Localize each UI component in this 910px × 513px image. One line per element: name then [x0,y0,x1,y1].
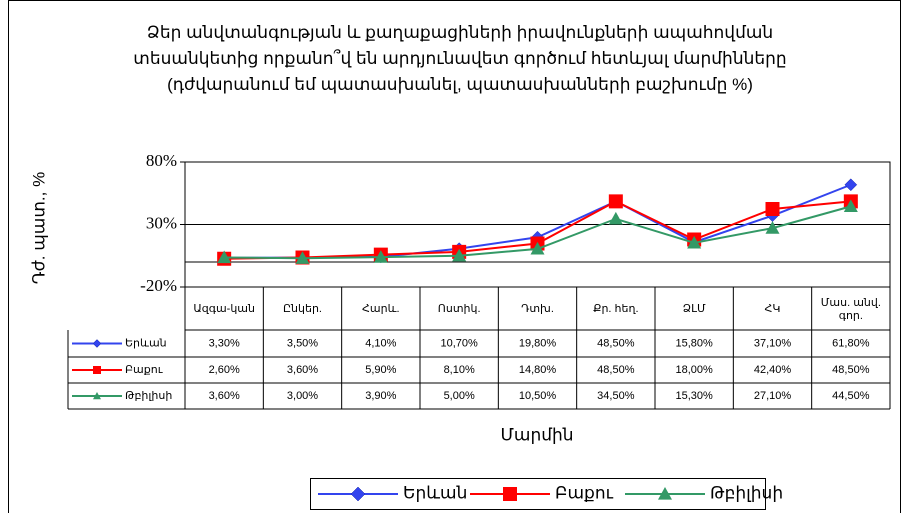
marker [350,486,366,502]
x-tick-label: ՀԿ [764,303,781,315]
x-tick-cell: ՁԼՄ [682,303,706,315]
chart-border [8,0,901,513]
x-tick-label: ՁԼՄ [682,303,706,315]
y-tick-label: 80% [146,151,177,170]
table-value: 8,10% [444,364,475,376]
x-tick-label: Ընկեր. [282,303,322,315]
x-tick-cell: Ոստիկ. [437,303,481,315]
marker [844,178,858,192]
marker [658,487,672,500]
x-tick-cell: Ընկեր. [282,303,322,315]
y-axis-label: Դժ. պատ., % [29,172,48,284]
x-tick-label: Ազգա-կան [193,303,255,315]
table-value: 10,70% [441,337,479,349]
x-tick-cell: Հարև. [362,303,400,315]
table-value: 48,50% [597,364,635,376]
table-value: 14,80% [519,364,557,376]
marker [765,202,780,216]
marker [452,248,467,262]
table-value: 3,60% [209,390,240,402]
legend-label: Բաքու [555,483,614,502]
x-tick-label: Ոստիկ. [437,303,481,315]
table-series-name: Երևան [125,337,167,349]
table-value: 10,50% [519,390,557,402]
table-value: 3,50% [287,337,318,349]
table-value: 3,00% [287,390,318,402]
table-value: 42,40% [754,364,792,376]
table-value: 5,90% [365,364,396,376]
table-value: 3,90% [365,390,396,402]
legend-label: Թբիլիսի [710,483,783,502]
y-tick-label: 30% [146,213,177,232]
x-tick-cell: Ազգա-կան [193,303,255,315]
marker [608,194,623,209]
marker [373,250,388,263]
marker [93,392,101,400]
table-series-name: Բաքու [125,364,163,376]
y-tick-label: -20% [140,276,177,295]
x-tick-label: Քր. հեղ. [593,303,639,315]
x-tick-cell: Դտխ. [521,303,554,315]
marker [295,251,310,264]
table-value: 48,50% [597,337,635,349]
x-tick-label: Հարև. [362,303,400,315]
chart-title: Ձեր անվտանգության և քաղաքացիների իրավուն… [133,23,787,68]
x-tick-cell: Մաս. անվ. գոր. [820,296,881,322]
table-value: 3,30% [209,337,240,349]
table-value: 15,80% [676,337,714,349]
table-value: 44,50% [832,390,870,402]
x-tick-label: Մաս. անվ. գոր. [820,296,881,322]
table-value: 37,10% [754,337,792,349]
table-value: 34,50% [597,390,635,402]
marker [530,241,545,255]
table-series-name: Թբիլիսի [125,390,172,402]
marker [843,199,858,212]
x-tick-cell: ՀԿ [764,303,781,315]
title-box: Ձեր անվտանգության և քաղաքացիների իրավուն… [133,23,787,94]
legend-label: Երևան [403,483,467,502]
table-value: 27,10% [754,390,792,402]
marker [93,366,101,374]
table-value: 3,60% [287,364,318,376]
marker [608,211,623,225]
table-value: 48,50% [832,364,870,376]
marker [92,339,102,348]
table-value: 2,60% [209,364,240,376]
chart-subtitle: (դժվարանում եմ պատասխանել, պատասխանների … [167,75,753,94]
table-value: 61,80% [832,337,870,349]
table-value: 18,00% [676,364,714,376]
x-tick-label: Դտխ. [521,303,554,315]
table-value: 15,30% [676,390,714,402]
table-value: 19,80% [519,337,557,349]
table-value: 4,10% [365,337,396,349]
x-axis-label: Մարմին [500,425,573,444]
marker [765,221,780,234]
x-tick-cell: Քր. հեղ. [593,303,639,315]
marker [503,487,517,501]
marker [217,250,232,264]
table-value: 5,00% [444,390,475,402]
marker [687,235,702,249]
